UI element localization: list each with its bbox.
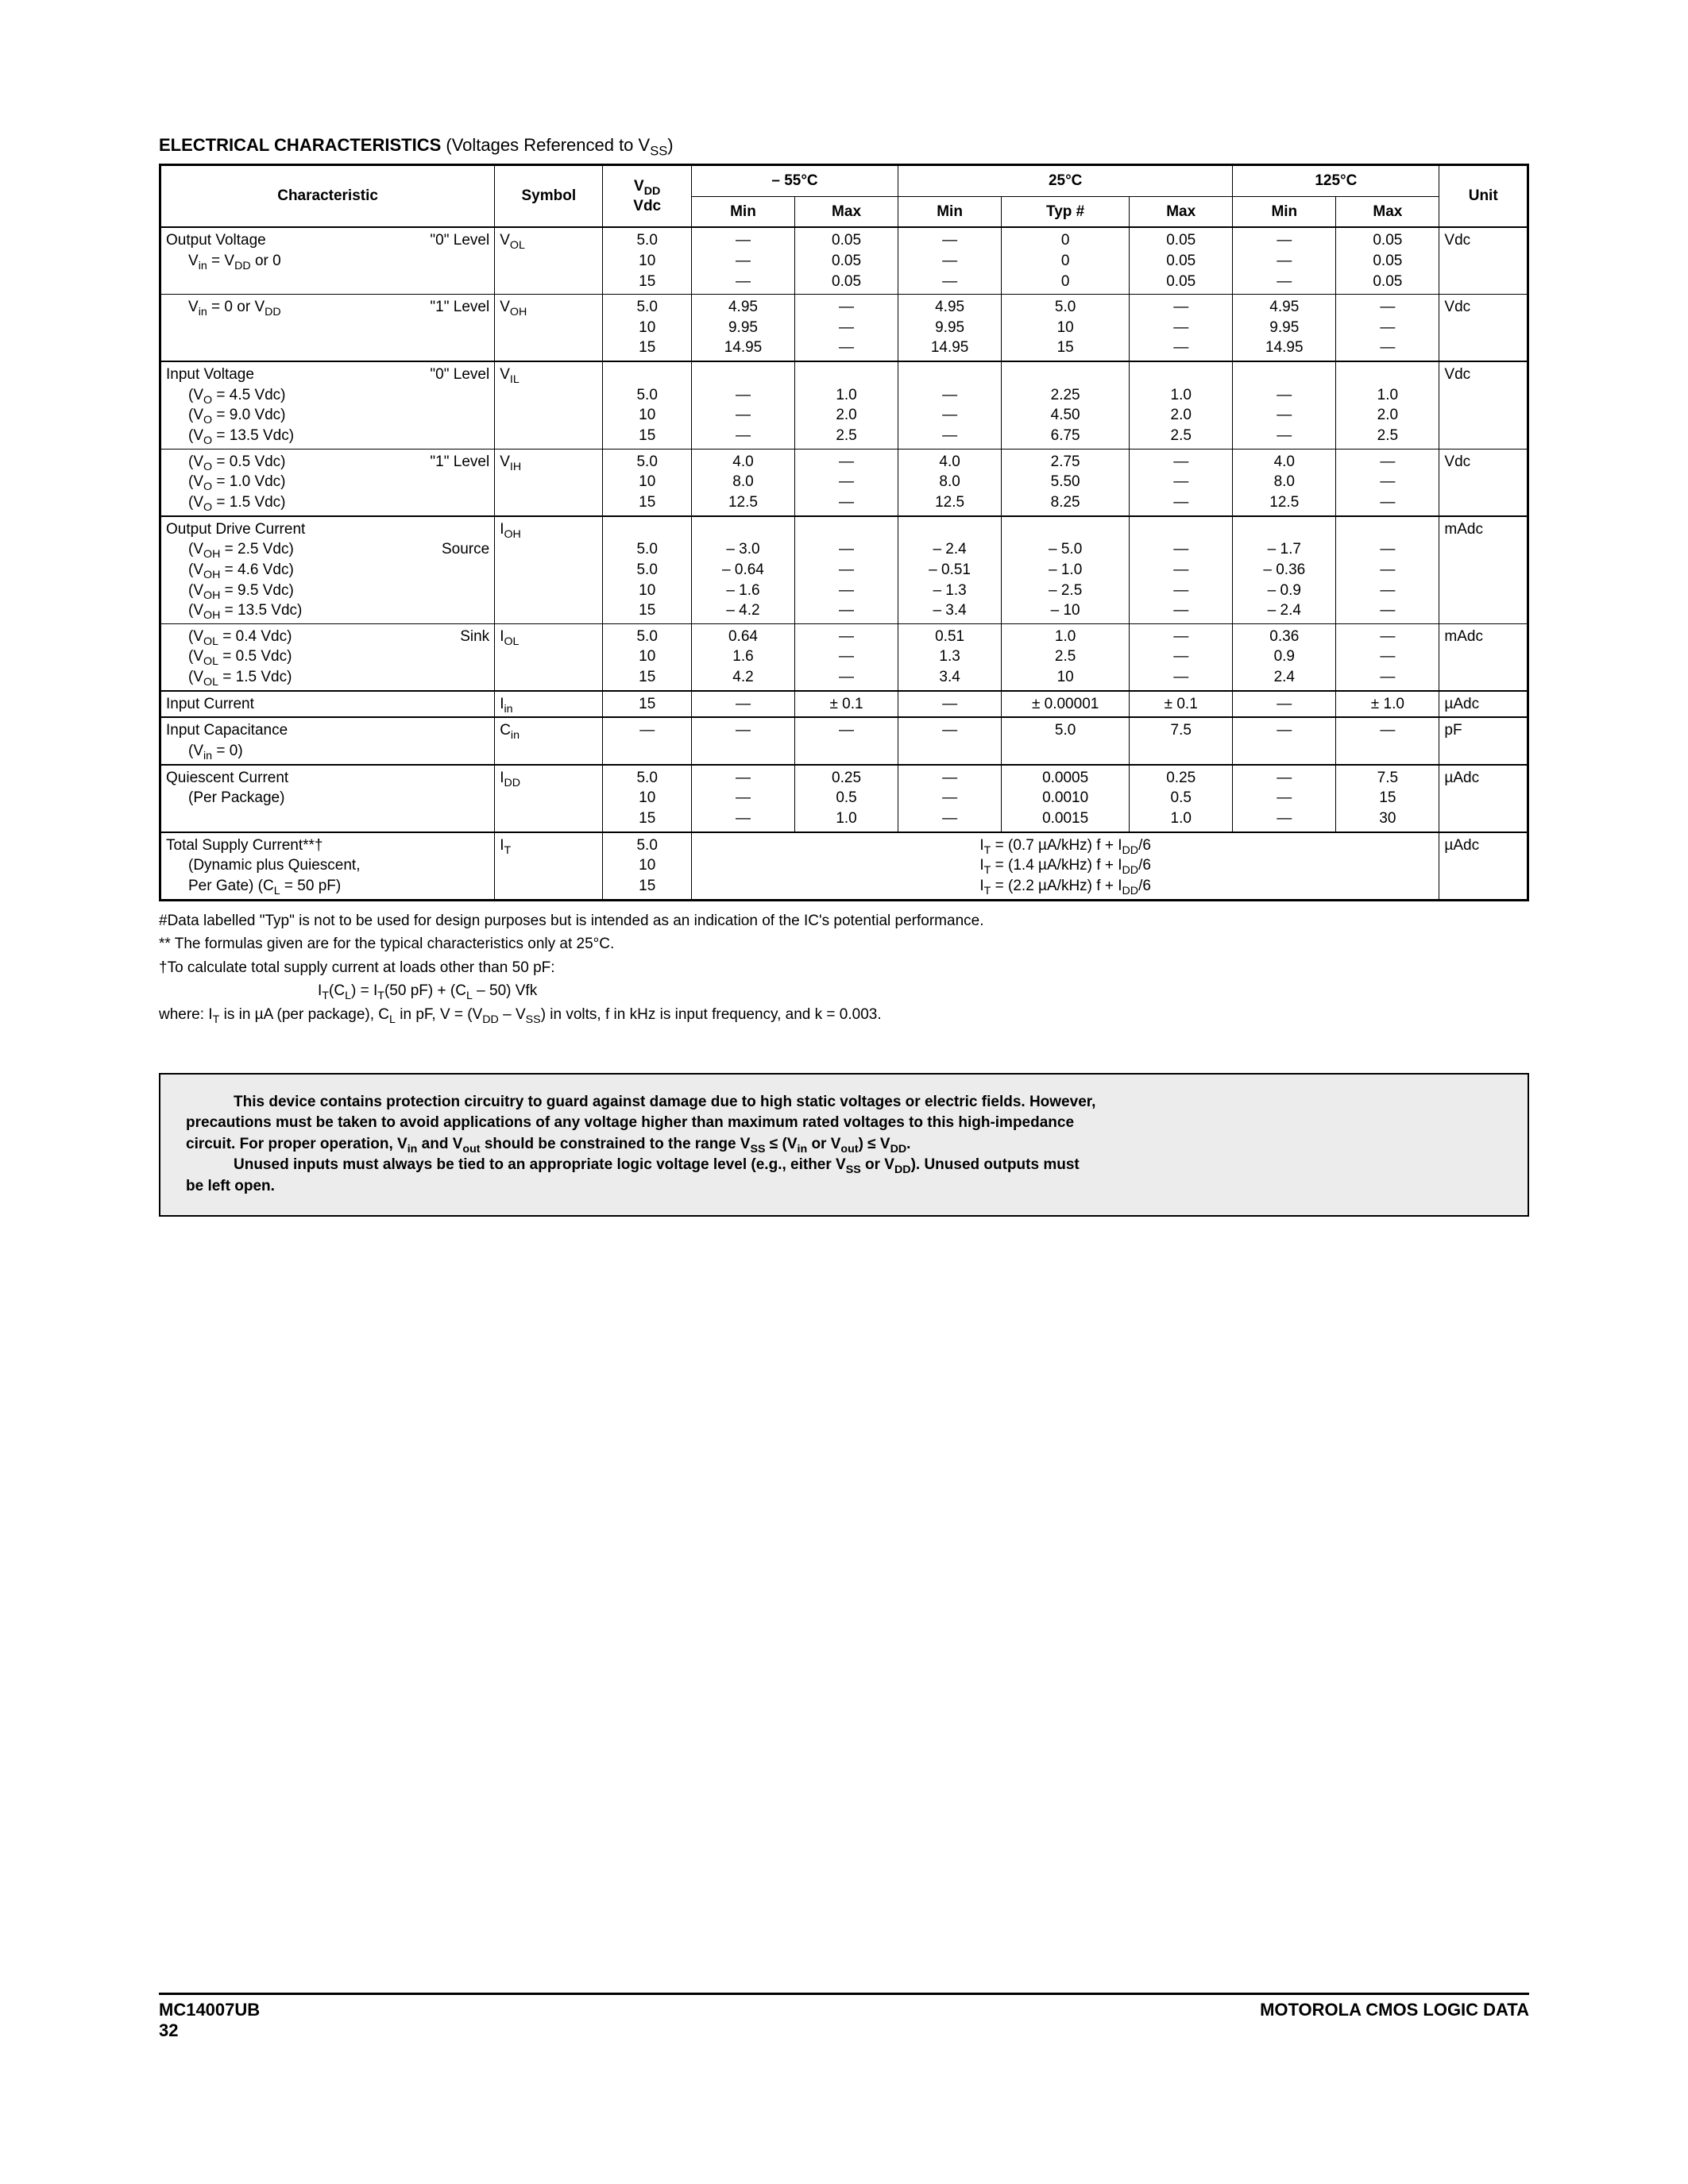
row-vih: (VO = 0.5 Vdc) (VO = 1.0 Vdc) (VO = 1.5 … [160,449,1528,515]
row-iin: Input Current Iin 15 — ± 0.1 — ± 0.00001… [160,691,1528,718]
row-cin: Input Capacitance (Vin = 0) Cin — — — — … [160,717,1528,764]
section-title: ELECTRICAL CHARACTERISTICS (Voltages Ref… [159,135,1529,156]
footer-part: MC14007UB [159,2000,260,2020]
footnote-formula: IT(CL) = IT(50 pF) + (CL – 50) Vfk [159,981,1529,1001]
row-voh: Vin = 0 or VDD"1" Level VOH 5.01015 4.95… [160,295,1528,361]
it-formulas: IT = (0.7 µA/kHz) f + IDD/6 IT = (1.4 µA… [691,832,1439,900]
hdr-25: 25°C [898,165,1233,197]
row-vol: Output Voltage"0" Level Vin = VDD or 0 V… [160,227,1528,294]
hdr-n55: – 55°C [691,165,898,197]
footnote-typ: #Data labelled "Typ" is not to be used f… [159,911,1529,932]
footer-page-number: 32 [159,2020,260,2041]
footnote-where: where: IT is in µA (per package), CL in … [159,1005,1529,1025]
row-vil: Input Voltage"0" Level (VO = 4.5 Vdc) (V… [160,361,1528,449]
datasheet-page: ELECTRICAL CHARACTERISTICS (Voltages Ref… [0,0,1688,2184]
row-ioh: Output Drive Current (VOH = 2.5 Vdc)Sour… [160,516,1528,624]
hdr-symbol: Symbol [495,165,603,228]
electrical-characteristics-table: Characteristic Symbol VDDVdc – 55°C 25°C… [159,164,1529,901]
table-footnotes: #Data labelled "Typ" is not to be used f… [159,911,1529,1025]
hdr-125: 125°C [1233,165,1439,197]
footer-brand: MOTOROLA CMOS LOGIC DATA [1260,2000,1529,2041]
footnote-supply: †To calculate total supply current at lo… [159,958,1529,978]
caution-box: This device contains protection circuitr… [159,1073,1529,1217]
hdr-unit: Unit [1439,165,1528,228]
page-footer: MC14007UB 32 MOTOROLA CMOS LOGIC DATA [159,1993,1529,2041]
hdr-vdd: VDDVdc [603,165,691,228]
title-bold: ELECTRICAL CHARACTERISTICS [159,135,441,155]
hdr-characteristic: Characteristic [160,165,495,228]
row-iol: (VOL = 0.4 Vdc)Sink (VOL = 0.5 Vdc) (VOL… [160,623,1528,690]
footnote-formulas: ** The formulas given are for the typica… [159,934,1529,955]
row-it: Total Supply Current**† (Dynamic plus Qu… [160,832,1528,900]
row-idd: Quiescent Current (Per Package) IDD 5.01… [160,765,1528,832]
